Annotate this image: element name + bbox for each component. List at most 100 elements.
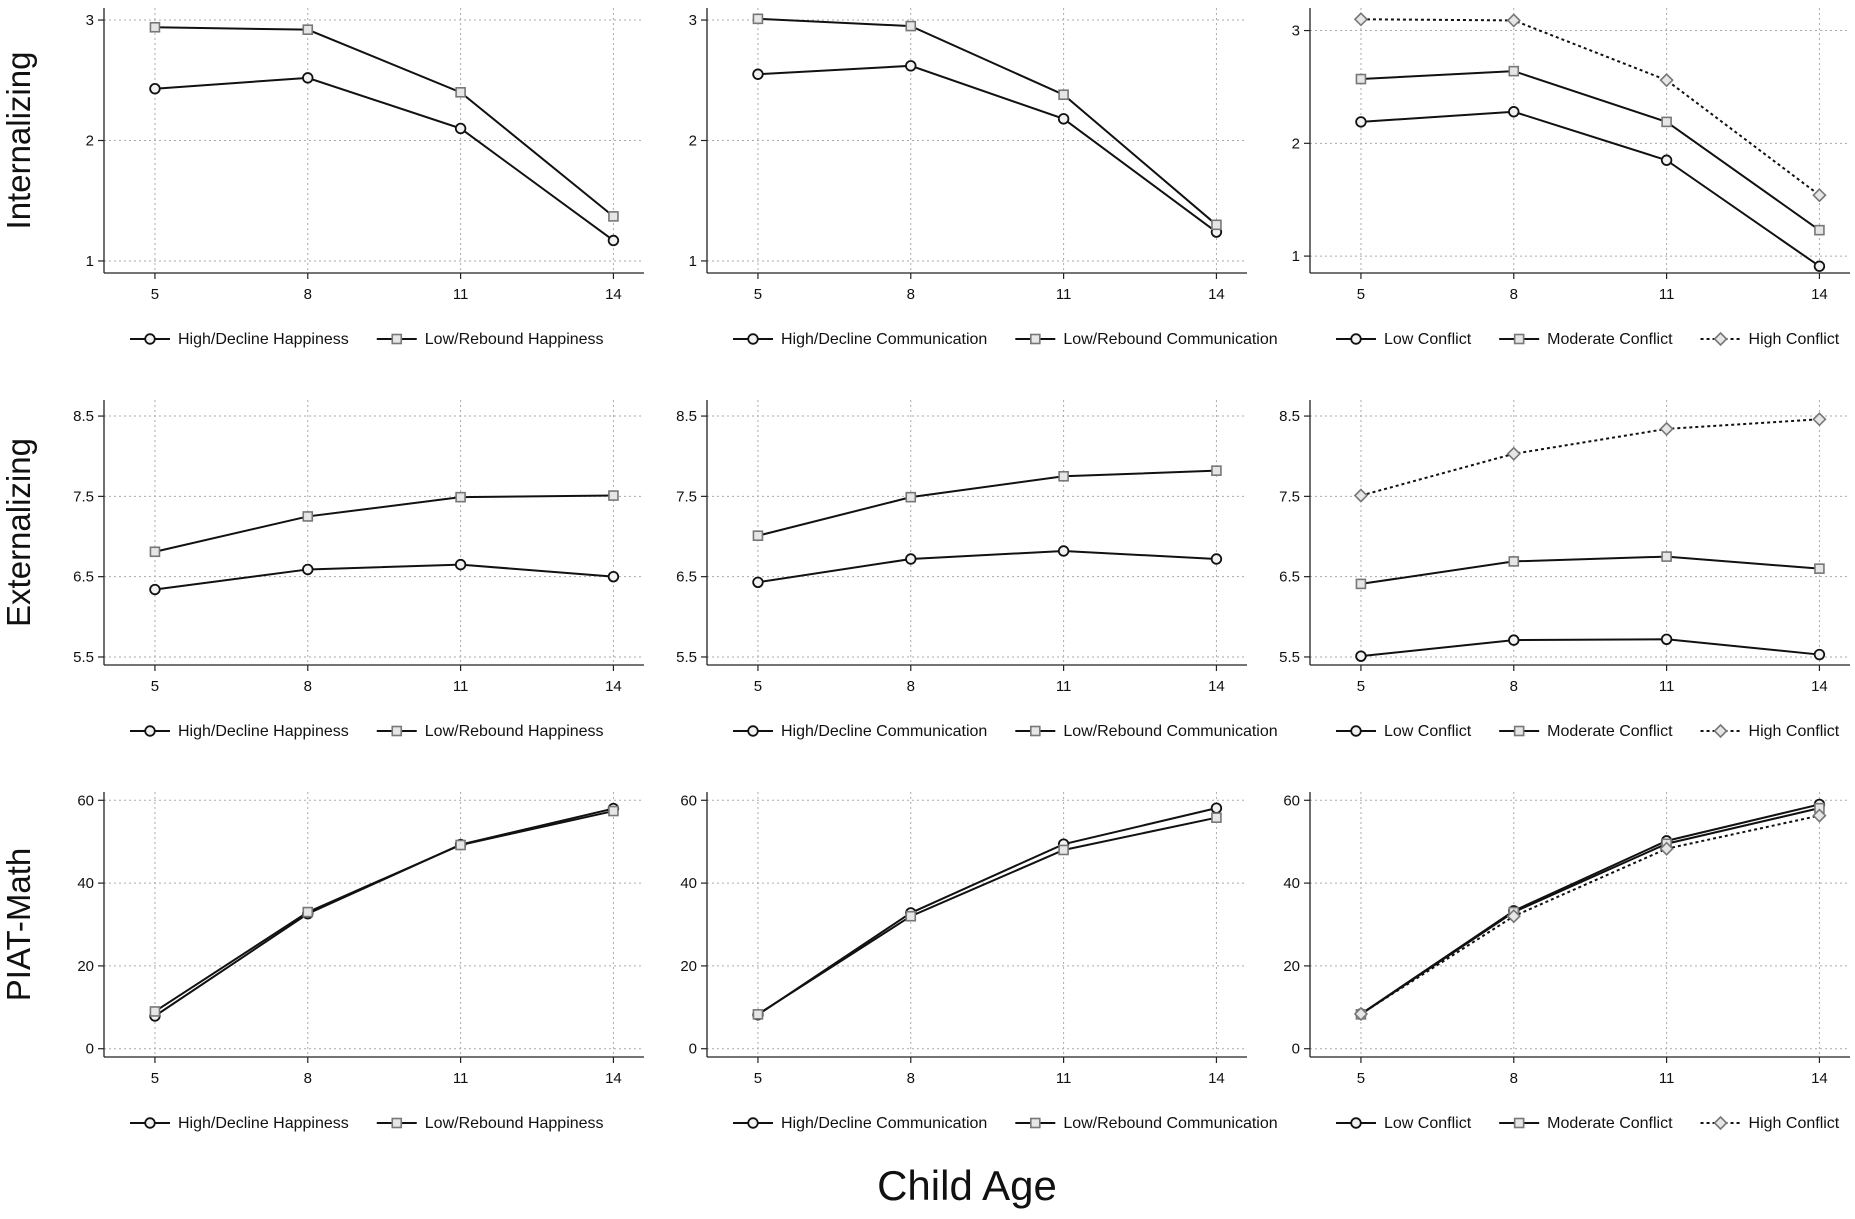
- series-line: [1360, 807, 1820, 1016]
- marker-square: [455, 491, 466, 503]
- marker-square: [905, 491, 917, 503]
- legend-label: High/Decline Communication: [781, 331, 987, 348]
- x-tick-label: 5: [754, 1070, 762, 1087]
- marker-square: [905, 910, 917, 922]
- marker-circle: [454, 558, 467, 571]
- legend-marker: [747, 725, 759, 737]
- marker-circle: [1508, 106, 1520, 118]
- marker-circle: [905, 553, 917, 565]
- marker-square: [455, 839, 466, 851]
- y-tick-label: 0: [689, 1041, 697, 1058]
- marker-circle: [302, 563, 314, 576]
- series-line: [1360, 18, 1821, 196]
- marker-circle: [1508, 634, 1520, 646]
- y-tick-label: 0: [1292, 1041, 1300, 1058]
- marker-diamond: [1812, 412, 1827, 427]
- marker-circle: [1210, 553, 1223, 565]
- x-tick-label: 14: [1208, 1070, 1225, 1087]
- legend-label: High Conflict: [1749, 331, 1840, 348]
- marker-square: [1355, 578, 1367, 590]
- series-line: [154, 494, 614, 553]
- x-tick-label: 8: [1510, 678, 1518, 695]
- legend-label: Low/Rebound Happiness: [425, 331, 604, 348]
- marker-square: [752, 530, 764, 542]
- series-line: [757, 816, 1217, 1016]
- x-tick-label: 11: [1056, 1070, 1072, 1087]
- y-tick-label: 6.5: [676, 569, 697, 586]
- marker-square: [752, 13, 764, 25]
- marker-square: [1058, 89, 1069, 101]
- x-tick-label: 11: [1056, 678, 1072, 695]
- y-tick-label: 6.5: [73, 569, 94, 586]
- legend-marker: [1713, 1115, 1728, 1131]
- legend-label: High/Decline Communication: [781, 1115, 987, 1132]
- marker-square: [752, 1009, 764, 1020]
- marker-square: [1058, 470, 1069, 482]
- marker-square: [455, 87, 466, 98]
- marker-circle: [1813, 648, 1826, 661]
- x-tick-label: 5: [151, 286, 159, 303]
- x-tick-label: 14: [605, 1070, 622, 1087]
- series-line: [154, 563, 614, 591]
- marker-circle: [1660, 633, 1673, 646]
- x-tick-label: 14: [1208, 678, 1225, 695]
- marker-circle: [1660, 154, 1673, 166]
- y-tick-label: 7.5: [676, 488, 697, 505]
- legend-marker: [144, 1117, 156, 1129]
- y-tick-label: 5.5: [73, 649, 94, 666]
- marker-square: [1814, 563, 1825, 574]
- x-tick-label: 11: [1659, 286, 1675, 303]
- x-tick-label: 5: [1357, 1070, 1365, 1087]
- x-tick-label: 11: [1056, 286, 1072, 303]
- marker-circle: [454, 122, 467, 135]
- marker-square: [608, 211, 619, 222]
- x-tick-label: 5: [151, 1070, 159, 1087]
- marker-circle: [1057, 113, 1070, 125]
- series-line: [154, 76, 615, 242]
- y-tick-label: 60: [1283, 792, 1300, 809]
- legend-label: Moderate Conflict: [1547, 1115, 1673, 1132]
- marker-diamond: [1506, 13, 1521, 28]
- marker-circle: [1057, 545, 1070, 557]
- marker-circle: [149, 83, 161, 95]
- marker-circle: [607, 570, 620, 583]
- series-line: [757, 64, 1218, 233]
- marker-square: [302, 906, 314, 918]
- legend-marker: [747, 1117, 759, 1129]
- legend-label: Moderate Conflict: [1547, 331, 1673, 348]
- legend-label: Moderate Conflict: [1547, 723, 1673, 740]
- x-tick-label: 8: [304, 1070, 312, 1087]
- marker-diamond: [1353, 1006, 1369, 1022]
- x-tick-label: 14: [1811, 678, 1828, 695]
- marker-square: [1814, 224, 1825, 236]
- legend-marker: [1030, 725, 1041, 737]
- series-line: [1360, 555, 1820, 585]
- y-tick-label: 3: [1292, 23, 1300, 40]
- legend-label: Low Conflict: [1384, 723, 1472, 740]
- marker-square: [1211, 465, 1222, 476]
- y-tick-label: 1: [86, 253, 94, 270]
- legend-marker: [1513, 1117, 1525, 1129]
- series-line: [1360, 803, 1820, 1015]
- marker-square: [1661, 116, 1672, 128]
- legend-marker: [1350, 333, 1362, 345]
- y-tick-label: 6.5: [1279, 569, 1300, 586]
- marker-diamond: [1659, 841, 1674, 856]
- marker-diamond: [1659, 73, 1674, 88]
- marker-square: [1211, 812, 1222, 823]
- marker-circle: [149, 583, 161, 596]
- x-tick-label: 11: [453, 286, 469, 303]
- y-tick-label: 20: [680, 958, 697, 975]
- x-tick-label: 14: [1811, 286, 1828, 303]
- x-tick-label: 11: [453, 1070, 469, 1087]
- marker-square: [1058, 844, 1069, 856]
- y-tick-label: 5.5: [1279, 649, 1300, 666]
- y-tick-label: 20: [1283, 958, 1300, 975]
- x-tick-label: 8: [304, 678, 312, 695]
- series-line: [757, 469, 1217, 537]
- legend-label: High/Decline Communication: [781, 723, 987, 740]
- series-line: [757, 549, 1217, 584]
- legend-label: Low/Rebound Communication: [1063, 723, 1277, 740]
- marker-square: [1211, 219, 1222, 231]
